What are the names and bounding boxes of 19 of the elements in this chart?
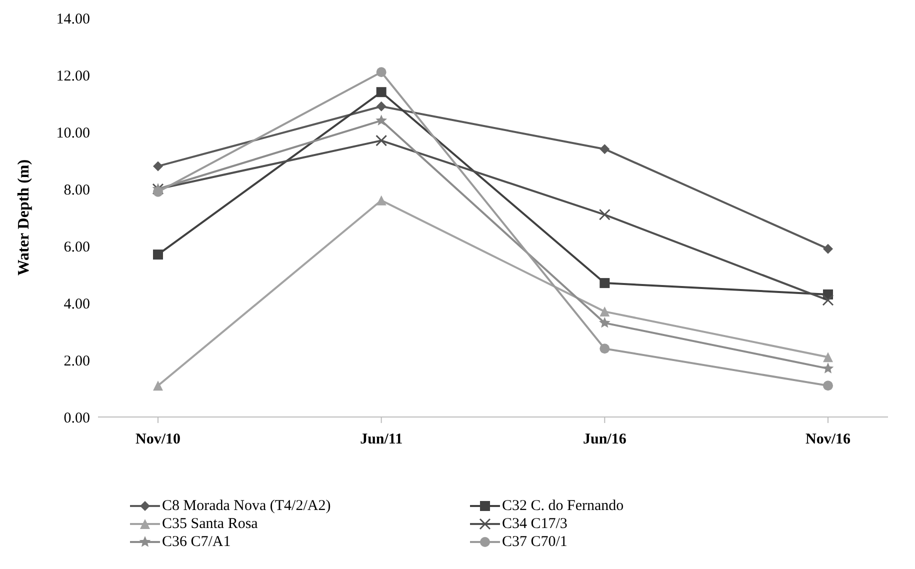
y-tick-label: 12.00 xyxy=(56,68,90,84)
legend-label: C34 C17/3 xyxy=(502,516,568,532)
y-tick-label: 8.00 xyxy=(64,182,90,198)
y-axis-title: Water Depth (m) xyxy=(16,159,33,276)
legend-label: C32 C. do Fernando xyxy=(502,498,624,514)
y-tick-label: 4.00 xyxy=(64,296,90,312)
y-tick-label: 2.00 xyxy=(64,353,90,370)
y-tick-label: 14.00 xyxy=(56,11,90,28)
x-tick-label: Nov/16 xyxy=(806,432,851,448)
x-tick-label: Jun/16 xyxy=(582,432,627,448)
legend-label: C8 Morada Nova (T4/2/A2) xyxy=(162,498,331,514)
y-tick-label: 6.00 xyxy=(64,239,90,256)
x-tick-label: Jun/11 xyxy=(360,432,403,448)
y-tick-label: 10.00 xyxy=(56,125,90,142)
legend-label: C35 Santa Rosa xyxy=(162,516,258,532)
x-tick-label: Nov/10 xyxy=(136,432,180,448)
y-tick-label: 0.00 xyxy=(64,410,90,426)
legend-label: C37 C70/1 xyxy=(502,534,568,550)
legend-label: C36 C7/A1 xyxy=(162,534,231,550)
